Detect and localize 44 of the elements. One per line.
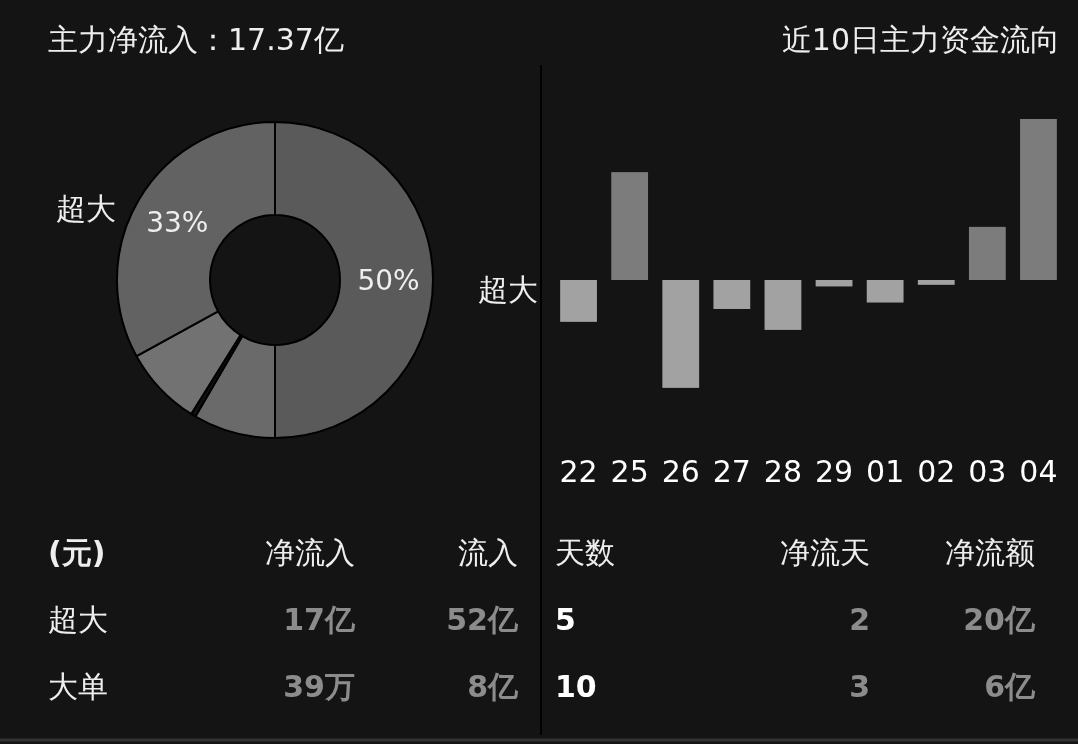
text: 大单	[48, 669, 108, 704]
text: 净流天	[780, 535, 870, 570]
x-tick-label: 04	[1019, 454, 1058, 489]
text: 17亿	[283, 602, 356, 637]
x-tick-label: 25	[610, 454, 649, 489]
bar	[713, 280, 751, 309]
text: 3	[849, 669, 870, 704]
text: 2	[849, 602, 870, 637]
x-tick-label: 26	[661, 454, 700, 489]
text: 20亿	[963, 602, 1036, 637]
bar	[917, 280, 955, 285]
x-tick-label: 29	[814, 454, 854, 489]
bar	[662, 280, 700, 388]
x-tick-label: 01	[866, 454, 905, 489]
chart-title: 近10日主力资金流向	[781, 22, 1060, 57]
bar	[764, 280, 802, 330]
x-tick-label: 02	[917, 454, 956, 489]
text: 流入	[458, 535, 518, 570]
x-tick-label: 03	[968, 454, 1007, 489]
data-label: 50%	[357, 264, 420, 297]
x-tick-label: 27	[712, 454, 751, 489]
text: (元)	[48, 535, 106, 570]
y-axis-title: 超大	[478, 272, 538, 307]
bar	[866, 280, 904, 303]
text: 天数	[555, 535, 615, 570]
text: 8亿	[467, 669, 519, 704]
text: 5	[555, 602, 576, 637]
text: 净流额	[945, 535, 1035, 570]
slice-label: 超大	[55, 191, 116, 227]
text: 52亿	[446, 602, 519, 637]
chart-title: 主力净流入：17.37亿	[48, 22, 344, 57]
bar	[1020, 119, 1057, 280]
x-tick-label: 28	[763, 454, 803, 489]
bar	[968, 226, 1006, 280]
text: 6亿	[984, 669, 1036, 704]
text: 39万	[283, 669, 355, 704]
data-label: 33%	[146, 206, 209, 240]
text: 净流入	[265, 535, 355, 570]
text: 超大	[48, 602, 108, 637]
x-tick-label: 22	[559, 454, 598, 489]
text: 10	[555, 669, 597, 704]
bar	[560, 280, 597, 322]
bar	[611, 172, 649, 280]
bar	[815, 280, 853, 287]
